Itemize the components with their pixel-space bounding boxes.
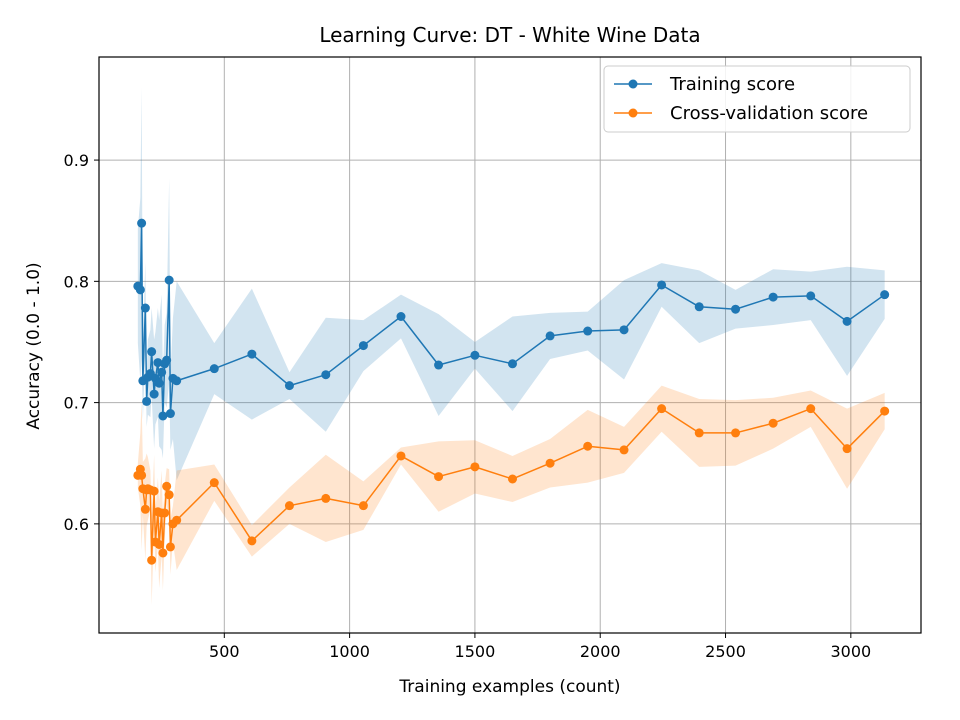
series-1-point (247, 536, 257, 546)
legend-label: Training score (669, 74, 795, 95)
series-0-point (731, 304, 741, 314)
series-0-point (135, 285, 145, 295)
series-1-point (172, 515, 182, 525)
series-1-point (160, 508, 170, 518)
plot-area: 500 1000 1500 2000 2500 3000 0.6 0.7 0.8 0.9 (64, 56, 922, 661)
series-0-point (157, 367, 167, 377)
series-0-point (358, 341, 368, 351)
series-1-point (731, 428, 741, 438)
x-tick-label: 2000 (580, 642, 621, 661)
series-1-band (137, 385, 885, 606)
series-0-point (880, 290, 890, 300)
series-0-point (284, 381, 294, 391)
series-0-point (508, 359, 518, 369)
series-1-point (321, 493, 331, 503)
series-0-point (153, 358, 163, 368)
series-1-point (140, 504, 150, 514)
series-1-point (768, 418, 778, 428)
series-1-point (842, 444, 852, 454)
series-0-point (140, 303, 150, 313)
series-1-point (880, 406, 890, 416)
y-tick-label: 0.7 (64, 394, 89, 413)
series-0-point (806, 291, 816, 301)
series-0-point (694, 302, 704, 312)
x-tick-label: 3000 (830, 642, 871, 661)
legend-swatch-marker (628, 79, 638, 89)
series-0-point (470, 350, 480, 360)
series-0-point (142, 396, 152, 406)
series-1-point (434, 472, 444, 482)
series-0-point (657, 280, 667, 290)
series-1-point (806, 404, 816, 414)
series-1-point (158, 548, 168, 558)
series-0-point (434, 360, 444, 370)
x-tick-label: 1000 (329, 642, 370, 661)
legend: Training score Cross-validation score (603, 65, 911, 133)
series-0-point (147, 347, 157, 357)
series-1-point (284, 501, 294, 511)
x-tick-label: 2500 (705, 642, 746, 661)
axes-frame (98, 56, 922, 634)
legend-box (603, 65, 911, 133)
series-0-point (165, 409, 175, 419)
x-axis-title: Training examples (count) (398, 677, 620, 697)
series-0-point (209, 364, 219, 374)
series-1-point (694, 428, 704, 438)
series-0-point (619, 325, 629, 335)
series-1-point (657, 404, 667, 414)
series-1-point (619, 445, 629, 455)
series-0-band (137, 87, 885, 481)
series-1-point (137, 470, 147, 480)
x-tick-label: 1500 (455, 642, 496, 661)
series-1-point (162, 481, 172, 491)
series-0-point (545, 331, 555, 341)
series-0-point (583, 326, 593, 336)
series-1-point (164, 490, 174, 500)
series-1-point (209, 478, 219, 488)
x-tick-label: 500 (209, 642, 240, 661)
series-0-point (172, 376, 182, 386)
series-0-point (247, 349, 257, 359)
series-1-point (147, 555, 157, 565)
series-layer (133, 87, 890, 606)
series-0-point (158, 411, 168, 421)
series-0-point (154, 378, 164, 388)
series-1-point (396, 451, 406, 461)
series-0-point (396, 312, 406, 322)
y-tick-label: 0.9 (64, 151, 89, 170)
legend-swatch-marker (628, 108, 638, 118)
series-1-point (165, 542, 175, 552)
chart-title: Learning Curve: DT - White Wine Data (319, 23, 700, 47)
legend-label: Cross-validation score (670, 103, 868, 124)
series-0-point (162, 355, 172, 365)
series-1-point (358, 501, 368, 511)
y-axis-title: Accuracy (0.0 - 1.0) (24, 262, 44, 429)
series-0-point (137, 218, 147, 228)
y-tick-label: 0.8 (64, 272, 89, 291)
series-1-point (470, 462, 480, 472)
series-1-point (154, 539, 164, 549)
series-1-point (583, 441, 593, 451)
series-1-point (149, 486, 159, 496)
series-0-point (149, 389, 159, 399)
series-0-point (164, 275, 174, 285)
series-1-point (545, 458, 555, 468)
y-tick-label: 0.6 (64, 515, 89, 534)
series-0-point (842, 316, 852, 326)
series-0-point (768, 292, 778, 302)
series-0-point (321, 370, 331, 380)
series-1-point (508, 474, 518, 484)
